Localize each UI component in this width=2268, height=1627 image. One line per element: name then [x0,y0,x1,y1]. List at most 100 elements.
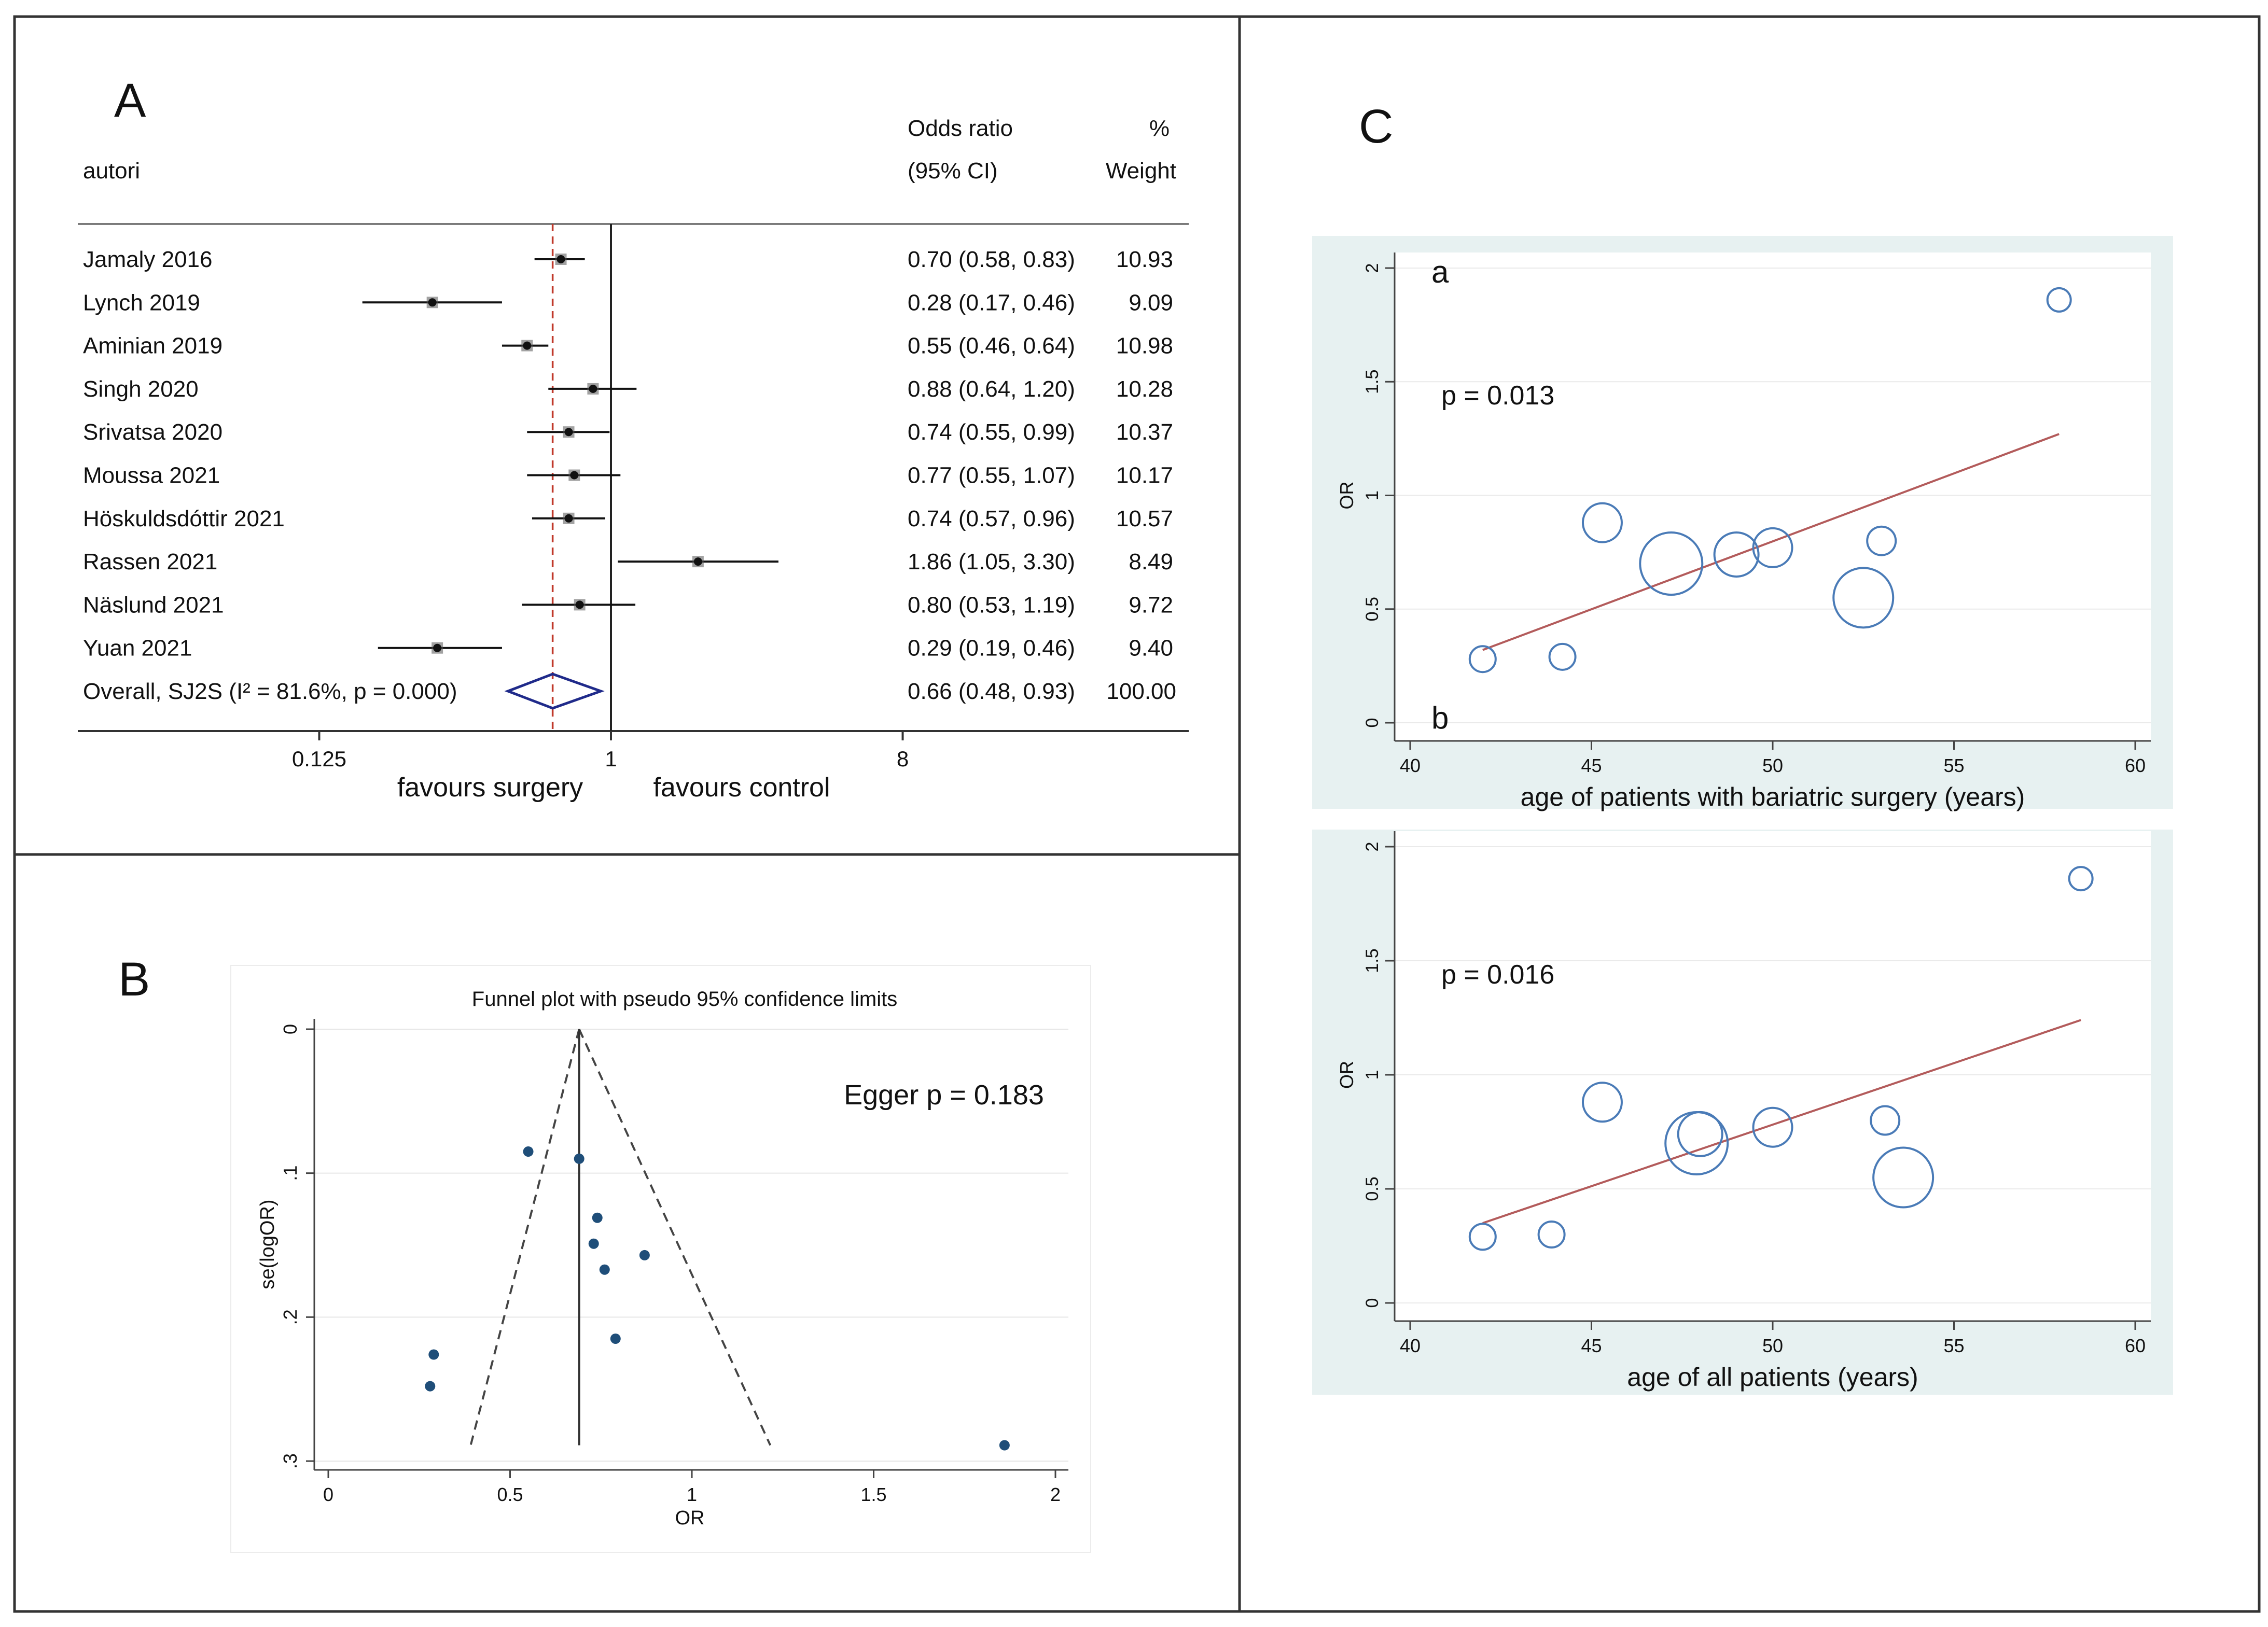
weighted-point [1866,525,1897,556]
panel-letter-b: B [118,953,150,1006]
funnel-y-label: se(logOR) [257,1199,279,1289]
x-tick-label: 0 [323,1484,333,1505]
y-tick-label: 1.5 [1362,370,1382,394]
x-tick-label: 50 [1762,1335,1783,1356]
column-header-study: autori [83,158,140,184]
study-weight: 9.72 [1129,592,1173,618]
x-tick-label: 1 [605,747,617,771]
y-tick-label: 0.5 [1362,1176,1382,1201]
overall-label: Overall, SJ2S (I² = 81.6%, p = 0.000) [83,679,457,704]
odds-ratio-ci: 1.86 (1.05, 3.30) [908,549,1075,574]
y-tick-label: 1.5 [1362,948,1382,973]
study-label: Höskuldsdóttir 2021 [83,506,285,531]
weighted-point [1468,1223,1497,1251]
y-tick-label: .1 [280,1166,301,1181]
panel-letter-a: A [114,74,146,127]
funnel-plot-panel: B Funnel plot with pseudo 95% confidence… [118,953,1091,1553]
y-axis-label: OR [1336,1061,1357,1089]
funnel-title: Funnel plot with pseudo 95% confidence l… [472,988,897,1011]
x-tick-label: 40 [1400,1335,1421,1356]
study-label: Singh 2020 [83,376,199,402]
y-tick-label: .3 [280,1453,301,1469]
point-estimate [693,557,702,566]
forest-plot-panel: A autori Odds ratio (95% CI) % Weight Ja… [78,74,1189,803]
study-weight: 10.93 [1116,247,1173,272]
column-header-weight-line1: % [1149,116,1170,141]
x-tick-label: 45 [1581,1335,1602,1356]
x-tick-label: 55 [1943,1335,1964,1356]
favours-control-label: favours control [653,773,830,803]
study-label: Yuan 2021 [83,636,192,661]
study-weight: 8.49 [1129,549,1173,574]
study-label: Lynch 2019 [83,290,200,315]
weighted-point [1832,567,1895,629]
column-header-weight-line2: Weight [1106,158,1176,184]
x-tick-label: 60 [2125,755,2146,776]
odds-ratio-ci: 0.55 (0.46, 0.64) [908,333,1075,359]
fitted-line [1482,1019,2081,1224]
weighted-point [1548,642,1577,671]
study-label: Jamaly 2016 [83,247,212,272]
point-estimate [564,514,573,523]
odds-ratio-ci: 0.80 (0.53, 1.19) [908,592,1075,618]
fitted-line [1482,433,2060,651]
point-estimate [523,341,532,350]
odds-ratio-ci: 0.77 (0.55, 1.07) [908,463,1075,488]
y-tick-label: 0 [1362,1298,1382,1308]
y-tick-label: 0.5 [1362,597,1382,621]
x-tick-label: 1 [687,1484,697,1505]
x-tick-label: 2 [1050,1484,1061,1505]
weighted-point [1713,531,1760,578]
meta-regression-panel: C 0 0.5 1 1.5 2 40 45 50 55 60 OR age of patients w… [1312,100,2173,1395]
point-estimate [570,471,579,480]
x-tick-label: 0.125 [292,747,346,771]
funnel-x-label: OR [675,1507,705,1529]
odds-ratio-ci: 0.70 (0.58, 0.83) [908,247,1075,272]
y-tick-label: 1 [1362,1070,1382,1080]
favours-surgery-label: favours surgery [397,773,583,803]
overall-diamond [504,672,605,710]
weighted-point [1752,527,1793,568]
study-label: Näslund 2021 [83,592,224,618]
funnel-plot-background [230,965,1091,1553]
study-weight: 9.09 [1129,290,1173,315]
study-point [599,1264,610,1275]
odds-ratio-ci: 0.74 (0.55, 0.99) [908,419,1075,445]
y-tick-label: 0 [1362,718,1382,728]
study-weight: 10.57 [1116,506,1173,531]
study-label: Aminian 2019 [83,333,222,359]
column-header-or-line2: (95% CI) [908,158,998,184]
y-tick-label: .2 [280,1309,301,1325]
egger-annotation: Egger p = 0.183 [844,1079,1044,1111]
study-point [639,1250,650,1260]
column-header-or-line1: Odds ratio [908,116,1013,141]
pseudo-ci-lower-limit [469,1029,580,1446]
odds-ratio-ci: 0.28 (0.17, 0.46) [908,290,1075,315]
study-weight: 10.28 [1116,376,1173,402]
plot-area [1395,831,2151,1321]
p-value-annotation: p = 0.013 [1441,381,1554,411]
sub-panel-label-a: a [1431,255,1449,289]
overall-weight: 100.00 [1106,679,1176,704]
odds-ratio-ci: 0.88 (0.64, 1.20) [908,376,1075,402]
y-tick-label: 2 [1362,263,1382,273]
y-tick-label: 1 [1362,490,1382,500]
plot-area [1395,253,2151,741]
odds-ratio-ci: 0.29 (0.19, 0.46) [908,636,1075,661]
weighted-point [1468,645,1497,674]
x-tick-label: 8 [897,747,909,771]
study-point [610,1333,621,1344]
weighted-point [2046,287,2072,313]
study-label: Rassen 2021 [83,549,217,574]
x-tick-label: 40 [1400,755,1421,776]
study-label: Srivatsa 2020 [83,419,222,445]
point-estimate [428,298,437,307]
weighted-point [1677,1111,1723,1157]
weighted-point [1870,1105,1901,1136]
study-point [574,1153,585,1164]
point-estimate [556,255,565,263]
study-point [425,1381,436,1392]
point-estimate [575,600,584,609]
x-tick-label: 45 [1581,755,1602,776]
